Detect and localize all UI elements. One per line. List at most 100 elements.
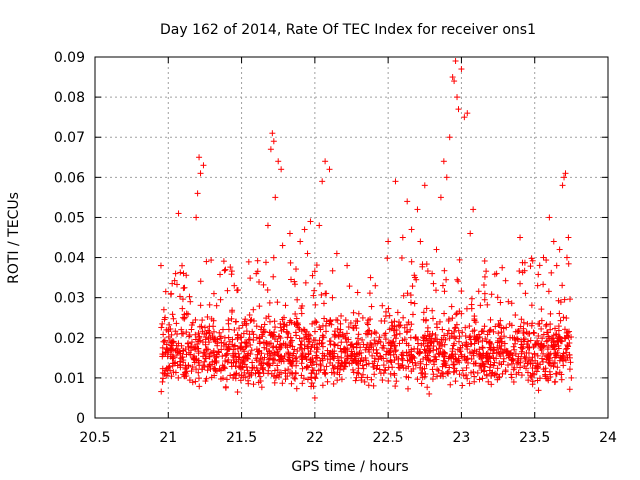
data-point [408, 226, 415, 233]
data-point [185, 311, 192, 318]
data-point [502, 277, 509, 284]
data-point [389, 339, 396, 346]
y-tick-label: 0.08 [54, 90, 85, 106]
data-point [307, 218, 314, 225]
data-point [294, 296, 301, 303]
data-point [412, 360, 419, 367]
data-point [343, 330, 350, 337]
data-point [174, 331, 181, 338]
data-point [256, 358, 263, 365]
data-point [290, 358, 297, 365]
data-point [193, 214, 200, 221]
data-point [189, 364, 196, 371]
data-point [344, 262, 351, 269]
data-point [535, 387, 542, 394]
x-tick-label: 23.5 [519, 430, 550, 446]
data-point [533, 368, 540, 375]
data-point [242, 316, 249, 323]
data-point [444, 369, 451, 376]
data-point [236, 354, 243, 361]
data-point [483, 338, 490, 345]
data-point [299, 380, 306, 387]
data-point [279, 316, 286, 323]
data-point [392, 347, 399, 354]
data-point [210, 349, 217, 356]
data-point [341, 345, 348, 352]
data-point [519, 269, 526, 276]
data-point [299, 365, 306, 372]
data-point [180, 330, 187, 337]
data-point [468, 295, 475, 302]
data-point [290, 350, 297, 357]
data-point [386, 326, 393, 333]
data-point [448, 303, 455, 310]
data-point [486, 327, 493, 334]
data-point [274, 348, 281, 355]
data-point [520, 319, 527, 326]
data-point [284, 329, 291, 336]
data-point [311, 268, 318, 275]
y-tick-label: 0.03 [54, 291, 85, 307]
data-point [568, 374, 575, 381]
data-point [230, 359, 237, 366]
data-point [421, 365, 428, 372]
data-point [299, 351, 306, 358]
data-point [178, 342, 185, 349]
data-point [544, 354, 551, 361]
data-point [501, 340, 508, 347]
data-point [287, 259, 294, 266]
data-point [379, 377, 386, 384]
data-point [217, 296, 224, 303]
data-point [390, 338, 397, 345]
data-point [260, 326, 267, 333]
data-point [216, 329, 223, 336]
data-point [165, 326, 172, 333]
data-point [322, 158, 329, 165]
plot-frame [94, 56, 609, 419]
data-point [510, 343, 517, 350]
data-point [518, 348, 525, 355]
data-point [159, 353, 166, 360]
data-point [432, 353, 439, 360]
data-point [255, 348, 262, 355]
data-point [206, 330, 213, 337]
data-point [487, 326, 494, 333]
data-point [195, 369, 202, 376]
x-tick-label: 23 [453, 430, 471, 446]
data-point [299, 302, 306, 309]
data-point [304, 376, 311, 383]
data-point [329, 267, 336, 274]
data-point [200, 162, 207, 169]
data-point [245, 370, 252, 377]
data-point [471, 373, 478, 380]
data-point [404, 290, 411, 297]
data-point [274, 367, 281, 374]
data-point [298, 346, 305, 353]
data-point [291, 281, 298, 288]
data-point [430, 347, 437, 354]
data-point [447, 381, 454, 388]
data-point [173, 352, 180, 359]
data-point [434, 366, 441, 373]
data-point [536, 262, 543, 269]
data-point [270, 331, 277, 338]
data-point [534, 377, 541, 384]
data-point [270, 138, 277, 145]
data-point [502, 368, 509, 375]
data-point [316, 324, 323, 331]
data-point [253, 346, 260, 353]
data-point [179, 296, 186, 303]
data-point [195, 330, 202, 337]
data-point [431, 361, 438, 368]
data-point [452, 58, 459, 65]
data-point [392, 383, 399, 390]
data-point [500, 355, 507, 362]
data-point [303, 356, 310, 363]
data-point [173, 281, 180, 288]
data-point [473, 334, 480, 341]
data-point [311, 394, 318, 401]
data-point [186, 331, 193, 338]
data-point [408, 351, 415, 358]
data-point [429, 307, 436, 314]
data-point [169, 362, 176, 369]
